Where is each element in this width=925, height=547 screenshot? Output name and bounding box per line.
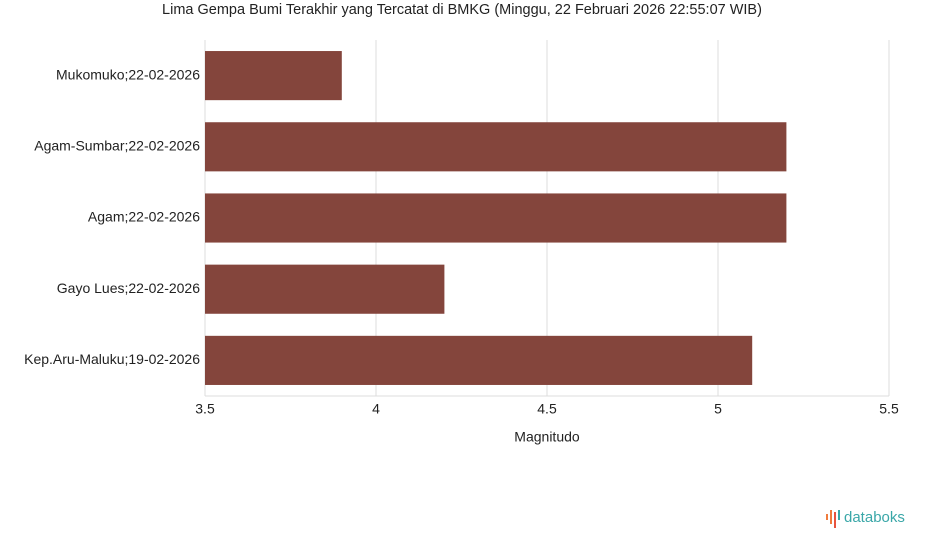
bar	[205, 264, 445, 314]
x-tick-label: 4	[372, 401, 380, 417]
y-tick-label: Kep.Aru-Maluku;19-02-2026	[24, 351, 200, 367]
x-tick-label: 3.5	[195, 401, 215, 417]
y-tick-label: Gayo Lues;22-02-2026	[57, 280, 200, 296]
logo-icon	[826, 510, 840, 528]
y-tick-label: Agam-Sumbar;22-02-2026	[34, 138, 200, 154]
y-tick-label: Mukomuko;22-02-2026	[56, 66, 200, 82]
brand: databoks	[844, 509, 905, 526]
y-tick-label: Agam;22-02-2026	[88, 209, 200, 225]
x-tick-label: 5	[714, 401, 722, 417]
bar	[205, 51, 342, 101]
bar	[205, 335, 753, 385]
x-tick-label: 4.5	[537, 401, 557, 417]
x-tick-label: 5.5	[879, 401, 899, 417]
chart-title: Lima Gempa Bumi Terakhir yang Tercatat d…	[162, 2, 762, 18]
bar	[205, 122, 787, 172]
x-axis-label: Magnitudo	[514, 429, 580, 445]
bar	[205, 193, 787, 243]
